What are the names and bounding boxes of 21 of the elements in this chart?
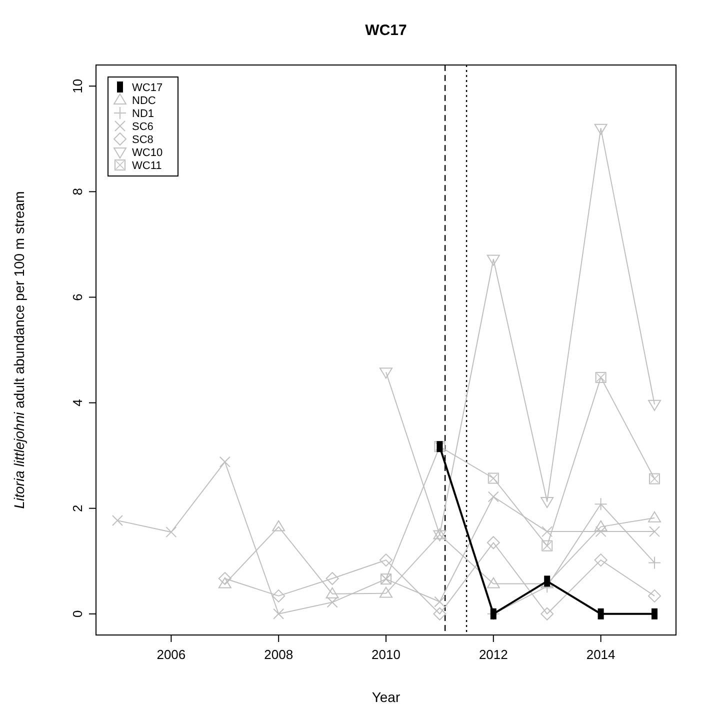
y-tick-label: 0 (70, 610, 85, 618)
x-tick-label: 2008 (264, 647, 294, 662)
y-tick-label: 2 (70, 504, 85, 512)
x-tick-label: 2006 (156, 647, 186, 662)
x-tick-label: 2010 (372, 647, 400, 662)
y-tick-label: 10 (70, 78, 85, 94)
y-tick-label: 8 (70, 188, 85, 196)
x-tick-label: 2012 (478, 647, 508, 662)
legend-label: WC17 (132, 82, 163, 94)
legend-label: SC8 (132, 134, 154, 146)
legend-label: SC6 (132, 121, 154, 133)
y-tick-label: 4 (70, 399, 85, 406)
y-axis-title: Litoria littlejohni adult abundance per 100 m stream (11, 191, 27, 509)
legend-label: NDC (132, 95, 156, 107)
legend-label: WC11 (132, 160, 162, 172)
y-tick-label: 6 (70, 294, 85, 301)
legend-label: WC10 (132, 147, 163, 159)
chart-title: WC17 (365, 22, 407, 39)
legend-label: ND1 (132, 108, 154, 120)
x-axis-title: Year (372, 689, 400, 705)
x-tick-label: 2014 (586, 647, 616, 662)
